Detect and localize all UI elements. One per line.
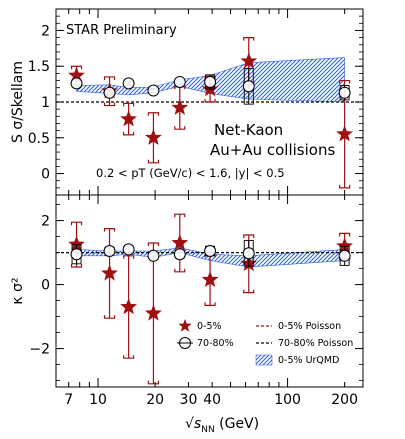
ytick-label-0-0: 0: [41, 167, 50, 183]
errcap-bot-0-5-1-5: [204, 302, 216, 306]
circle-point-1-3: [147, 249, 160, 262]
x-axis-label: √sNN (GeV): [185, 416, 259, 435]
star-point-1-3: [145, 304, 162, 321]
annotation-star-preliminary: STAR Preliminary: [66, 23, 177, 38]
circle-point-0-0: [70, 77, 83, 90]
errcap-top-0-5-1-0: [70, 221, 83, 226]
annotation-collisions: Au+Au collisions: [210, 141, 335, 159]
xtick-label-6: 200: [331, 392, 358, 408]
errcap-bot-0-5-0-5: [204, 99, 216, 103]
legend: 0-5% 70-80% 0-5% Poisson 70-80% Poisson …: [177, 319, 353, 366]
errcap-top-0-5-1-7: [339, 232, 351, 237]
legend-label-poisson-70-80: 70-80% Poisson: [278, 338, 353, 349]
ytick-label-0-3: 1.5: [28, 59, 50, 75]
errcap-bot-0-5-0-3: [147, 159, 160, 164]
legend-star-marker: [178, 319, 192, 332]
circle-point-0-6: [242, 80, 255, 93]
circle-point-1-7: [338, 249, 351, 262]
errcap-bot-0-5-1-1: [103, 315, 116, 319]
circle-point-1-4: [173, 248, 186, 261]
xtick-label-4: 40: [203, 392, 221, 408]
circle-point-0-5: [204, 75, 217, 88]
errcap-bot-0-5-1-4: [174, 268, 186, 273]
xtick-label-5: 100: [274, 392, 301, 408]
star-point-0-2: [120, 110, 137, 127]
circle-point-0-7: [338, 86, 351, 99]
circle-point-1-6: [242, 247, 255, 260]
errcap-top-0-5-1-1: [103, 228, 116, 232]
errcap-top-0-5-0-6: [243, 37, 255, 41]
circle-point-1-2: [122, 243, 135, 256]
errcap-top-0-5-0-1: [103, 76, 116, 80]
xtick-label-0: 7: [64, 392, 73, 408]
circle-point-0-4: [173, 75, 186, 88]
star-point-0-3: [144, 128, 162, 145]
ytick-label-0-1: 0.5: [28, 131, 50, 147]
errcap-top-0-5-0-2: [123, 102, 135, 107]
errcap-bot-0-5-0-2: [123, 131, 135, 136]
xtick-label-2: 20: [146, 392, 164, 408]
star-point-1-5: [201, 270, 219, 287]
circle-point-1-0: [70, 248, 83, 261]
ytick-label-0-2: 1: [41, 95, 50, 111]
circle-point-1-1: [103, 245, 116, 257]
errcap-bot-0-5-0-1: [103, 102, 116, 107]
ytick-label-1-1: 0: [41, 278, 50, 294]
bottom-panel-frame: [55, 194, 364, 388]
errcap-bot-0-5-0-4: [174, 126, 186, 130]
errcap-bot-0-5-0-7: [339, 184, 351, 189]
legend-label-0-5: 0-5%: [197, 321, 222, 332]
star-point-0-7: [336, 125, 353, 142]
errcap-bot-0-5-1-6: [243, 289, 255, 294]
ytick-label-0-4: 2: [41, 23, 50, 39]
legend-label-urqmd: 0-5% UrQMD: [278, 355, 339, 366]
errcap-bot-0-5-1-3: [147, 380, 160, 385]
circle-point-1-5: [204, 245, 217, 257]
annotation-cuts: 0.2 < pT (GeV/c) < 1.6, |y| < 0.5: [96, 166, 285, 180]
bottom-y-axis-label: κ σ²: [10, 277, 26, 304]
errcap-top-0-5-1-4: [174, 213, 186, 218]
star-point-1-1: [101, 264, 118, 281]
errcap-top-0-5-1-3: [147, 242, 160, 246]
xtick-label-1: 10: [89, 392, 107, 408]
legend-urqmd-swatch: [255, 354, 273, 366]
xtick-label-3: 30: [180, 392, 198, 408]
legend-label-poisson-0-5: 0-5% Poisson: [278, 321, 341, 332]
ytick-label-1-2: 2: [41, 214, 50, 230]
annotation-net-kaon: Net-Kaon: [214, 121, 283, 139]
errcap-top-0-5-0-0: [70, 65, 83, 70]
errcap-top-0-5-1-2: [123, 255, 135, 259]
star-point-0-4: [171, 98, 189, 115]
legend-label-70-80: 70-80%: [197, 338, 234, 349]
ytick-label-1-0: −2: [29, 342, 50, 358]
circle-point-0-3: [147, 84, 160, 97]
errcap-top-0-5-0-7: [339, 79, 351, 84]
circle-point-0-2: [122, 77, 135, 90]
errcap-top-0-5-1-6: [243, 234, 255, 238]
errcap-bot-0-5-1-2: [123, 355, 135, 359]
top-y-axis-label: S σ/Skellam: [10, 61, 26, 143]
errcap-bot-0-5-1-0: [70, 264, 83, 268]
star-point-0-6: [240, 52, 258, 69]
circle-point-0-1: [103, 86, 116, 99]
errcap-top-0-5-0-3: [147, 112, 160, 116]
star-point-1-2: [120, 298, 137, 315]
star-point-1-4: [171, 234, 189, 251]
